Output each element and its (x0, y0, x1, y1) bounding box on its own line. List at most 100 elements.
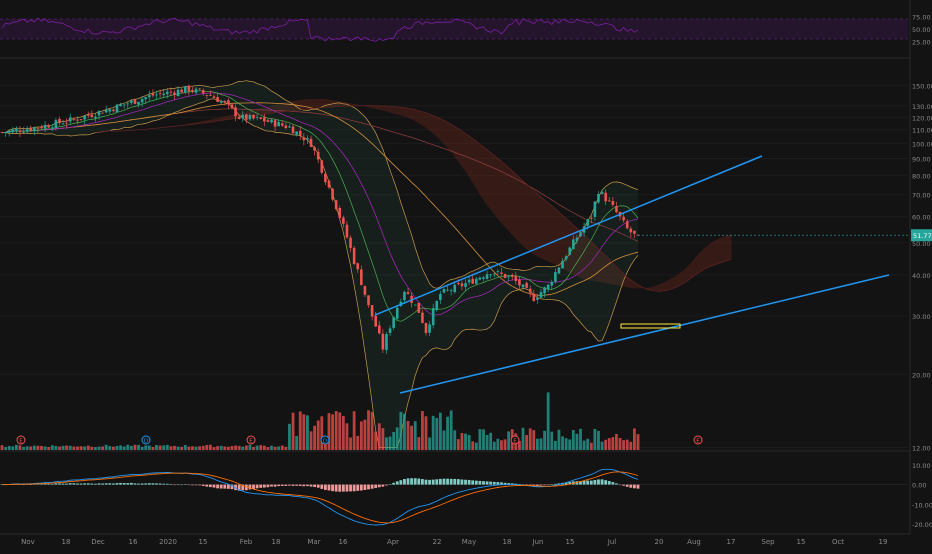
candle-body[interactable] (155, 94, 158, 96)
candle-body[interactable] (137, 101, 140, 105)
candle-body[interactable] (158, 92, 162, 94)
candle-body[interactable] (144, 97, 148, 100)
candle-body[interactable] (557, 267, 561, 274)
candle-body[interactable] (316, 151, 320, 160)
candle-body[interactable] (607, 200, 611, 202)
candle-body[interactable] (550, 281, 554, 286)
candle-body[interactable] (431, 308, 435, 326)
candle-body[interactable] (356, 263, 360, 270)
candle-body[interactable] (503, 273, 507, 278)
candle-body[interactable] (338, 207, 342, 219)
candle-body[interactable] (320, 160, 324, 173)
candle-body[interactable] (230, 104, 234, 109)
candle-body[interactable] (593, 201, 597, 217)
candle-body[interactable] (324, 173, 327, 183)
candle-body[interactable] (546, 284, 550, 290)
candle-body[interactable] (173, 92, 176, 95)
candle-body[interactable] (597, 193, 600, 203)
candle-body[interactable] (428, 324, 431, 333)
candle-body[interactable] (252, 114, 255, 119)
candle-body[interactable] (4, 132, 7, 134)
candle-body[interactable] (291, 126, 295, 134)
candle-body[interactable] (234, 107, 237, 117)
candle-body[interactable] (101, 112, 104, 114)
candle-body[interactable] (403, 291, 406, 301)
lower-trendline[interactable] (399, 274, 890, 394)
candle-body[interactable] (58, 118, 61, 124)
candle-body[interactable] (122, 104, 126, 106)
candle-body[interactable] (162, 93, 165, 96)
candle-body[interactable] (507, 276, 510, 278)
candle-body[interactable] (22, 131, 25, 133)
candle-body[interactable] (288, 126, 291, 128)
highlight-box[interactable] (620, 323, 681, 329)
candle-body[interactable] (374, 315, 377, 327)
event-marker[interactable]: D (320, 435, 330, 445)
candle-body[interactable] (625, 221, 629, 229)
candle-body[interactable] (112, 109, 115, 112)
candle-body[interactable] (525, 282, 528, 288)
candle-body[interactable] (25, 129, 29, 132)
candle-body[interactable] (363, 285, 367, 295)
candle-body[interactable] (72, 119, 76, 120)
candle-body[interactable] (349, 237, 352, 248)
candle-body[interactable] (500, 272, 503, 274)
candle-body[interactable] (263, 117, 266, 122)
candle-body[interactable] (435, 300, 439, 310)
candle-body[interactable] (126, 103, 130, 105)
candle-body[interactable] (255, 116, 259, 118)
candle-body[interactable] (345, 224, 349, 238)
candle-body[interactable] (453, 284, 457, 293)
candle-body[interactable] (575, 237, 579, 241)
candle-body[interactable] (140, 98, 144, 103)
candle-body[interactable] (543, 287, 546, 294)
candle-body[interactable] (561, 260, 564, 269)
candle-body[interactable] (54, 120, 58, 129)
candle-body[interactable] (298, 130, 302, 136)
candle-body[interactable] (460, 283, 464, 287)
candle-body[interactable] (381, 333, 385, 350)
candle-body[interactable] (273, 120, 277, 127)
candle-body[interactable] (148, 95, 151, 98)
candle-body[interactable] (241, 114, 245, 119)
candle-body[interactable] (388, 328, 392, 333)
candle-body[interactable] (413, 304, 417, 306)
candle-body[interactable] (302, 137, 306, 141)
candle-body[interactable] (183, 86, 187, 93)
candle-body[interactable] (65, 122, 68, 124)
candle-body[interactable] (191, 89, 194, 92)
candle-body[interactable] (51, 127, 54, 129)
candle-body[interactable] (36, 127, 40, 129)
candle-body[interactable] (600, 191, 604, 194)
candle-body[interactable] (327, 180, 331, 188)
event-marker-circle[interactable] (141, 435, 151, 445)
candle-body[interactable] (360, 269, 363, 286)
candle-body[interactable] (367, 295, 370, 306)
candle-body[interactable] (406, 292, 410, 295)
candle-body[interactable] (579, 232, 582, 237)
candle-body[interactable] (43, 124, 47, 129)
candle-body[interactable] (496, 271, 500, 273)
candle-body[interactable] (352, 247, 356, 265)
candle-body[interactable] (83, 115, 86, 120)
candle-body[interactable] (11, 129, 15, 133)
candle-body[interactable] (514, 276, 518, 282)
candle-body[interactable] (151, 93, 155, 96)
candle-body[interactable] (395, 307, 399, 319)
candle-body[interactable] (564, 256, 568, 260)
event-marker[interactable]: E (246, 435, 256, 445)
candle-body[interactable] (7, 130, 11, 133)
event-marker-circle[interactable] (510, 435, 520, 445)
candle-body[interactable] (223, 101, 227, 102)
candle-body[interactable] (61, 123, 65, 125)
candle-body[interactable] (589, 217, 593, 219)
candle-body[interactable] (33, 127, 36, 132)
candle-body[interactable] (370, 305, 374, 317)
candle-body[interactable] (79, 119, 83, 120)
candle-body[interactable] (259, 117, 263, 119)
candle-body[interactable] (15, 129, 18, 131)
candle-body[interactable] (615, 206, 618, 213)
candle-body[interactable] (478, 277, 482, 280)
candle-body[interactable] (194, 88, 198, 93)
